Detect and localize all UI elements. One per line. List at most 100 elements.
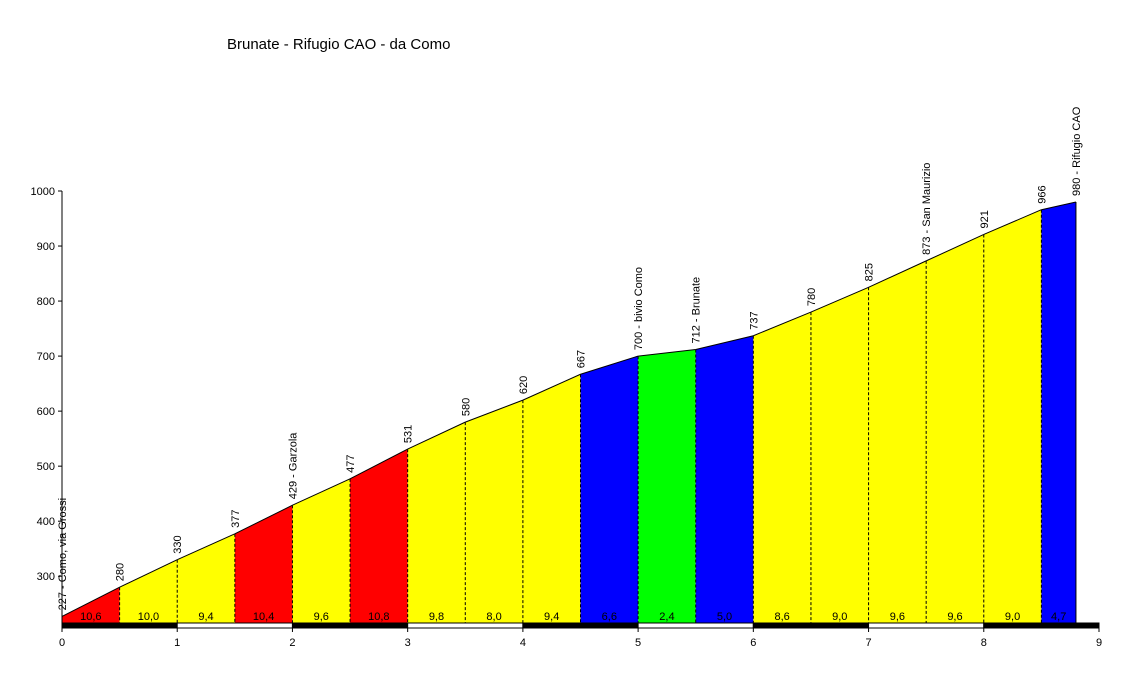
- point-label: 825: [864, 263, 876, 281]
- point-label: 531: [403, 425, 415, 443]
- y-tick-label: 500: [37, 461, 55, 473]
- point-label: 873 - San Maurizio: [921, 163, 933, 255]
- gradient-label: 9,0: [1005, 611, 1020, 623]
- x-tick-label: 3: [405, 637, 411, 649]
- segment: [580, 356, 639, 623]
- gradient-label: 6,6: [602, 611, 617, 623]
- point-label: 712 - Brunate: [691, 277, 703, 344]
- segment: [292, 478, 351, 623]
- km-stripe: [407, 622, 524, 629]
- y-tick-label: 900: [37, 241, 55, 253]
- segment: [1041, 202, 1076, 624]
- x-tick-label: 8: [981, 637, 987, 649]
- x-tick-label: 6: [750, 637, 756, 649]
- gradient-label: 10,4: [253, 611, 274, 623]
- profile-line: [349, 448, 408, 480]
- x-tick-label: 9: [1096, 637, 1102, 649]
- profile-line: [580, 355, 639, 375]
- segment: [695, 335, 754, 623]
- segment: [522, 374, 581, 623]
- segment: [119, 559, 178, 623]
- segment: [926, 234, 984, 623]
- profile-line: [638, 348, 696, 357]
- profile-line: [1041, 201, 1077, 211]
- y-tick-label: 300: [37, 571, 55, 583]
- gradient-label: 10,6: [80, 611, 101, 623]
- km-stripe: [752, 622, 870, 629]
- km-stripe: [61, 622, 178, 629]
- point-label: 780: [806, 288, 818, 306]
- segment: [465, 400, 523, 623]
- segment: [753, 312, 811, 623]
- point-label: 966: [1036, 185, 1048, 203]
- y-tick-label: 1000: [31, 186, 55, 198]
- point-label: 280: [115, 563, 127, 581]
- profile-line: [119, 559, 178, 588]
- point-label: 429 - Garzola: [287, 432, 299, 500]
- gradient-label: 9,6: [890, 611, 905, 623]
- profile-line: [465, 399, 524, 423]
- gradient-label: 5,0: [717, 611, 732, 623]
- profile-line: [234, 504, 293, 535]
- km-stripe: [522, 622, 639, 629]
- segment: [983, 209, 1042, 624]
- segment: [638, 349, 696, 623]
- point-label: 477: [345, 454, 357, 472]
- y-tick-label: 700: [37, 351, 55, 363]
- x-tick-label: 5: [635, 637, 641, 649]
- km-stripe: [176, 622, 293, 629]
- y-tick-label: 600: [37, 406, 55, 418]
- gradient-label: 9,6: [314, 611, 329, 623]
- point-label: 921: [979, 210, 991, 228]
- gradient-label: 2,4: [659, 611, 674, 623]
- profile-line: [407, 421, 466, 450]
- gradient-label: 9,4: [198, 611, 213, 623]
- profile-line: [983, 209, 1042, 235]
- point-label: 667: [576, 350, 588, 368]
- segment: [810, 287, 869, 623]
- point-label: 377: [230, 509, 242, 527]
- segment: [177, 533, 235, 623]
- point-label: 330: [172, 535, 184, 553]
- y-tick-label: 400: [37, 516, 55, 528]
- km-stripe: [983, 622, 1100, 629]
- point-label: 227 - Como, via Grossi: [57, 498, 69, 610]
- x-tick-label: 2: [289, 637, 295, 649]
- segment: [234, 505, 293, 623]
- gradient-label: 9,8: [429, 611, 444, 623]
- y-tick-label: 800: [37, 296, 55, 308]
- km-stripe: [291, 622, 409, 629]
- gradient-label: 9,4: [544, 611, 559, 623]
- gradient-label: 8,6: [774, 611, 789, 623]
- x-tick-label: 1: [174, 637, 180, 649]
- gradient-label: 8,0: [486, 611, 501, 623]
- gradient-label: 10,0: [138, 611, 159, 623]
- gradient-label: 10,8: [368, 611, 389, 623]
- km-stripe: [637, 622, 754, 629]
- profile-line: [695, 335, 754, 350]
- point-label: 700 - bivio Como: [633, 267, 645, 350]
- gradient-label: 4,7: [1051, 611, 1066, 623]
- point-label: 980 - Rifugio CAO: [1071, 106, 1083, 196]
- profile-line: [810, 286, 869, 313]
- profile-line: [522, 373, 581, 401]
- km-stripe: [868, 622, 985, 629]
- segment: [350, 449, 408, 623]
- segment: [62, 587, 120, 623]
- point-label: 580: [460, 398, 472, 416]
- profile-line: [868, 260, 927, 288]
- point-label: 620: [518, 376, 530, 394]
- x-tick-label: 7: [865, 637, 871, 649]
- profile-line: [925, 234, 984, 262]
- profile-line: [753, 311, 812, 337]
- segment: [868, 260, 927, 623]
- profile-line: [292, 478, 351, 506]
- x-tick-label: 4: [520, 637, 526, 649]
- gradient-label: 9,6: [947, 611, 962, 623]
- profile-line: [177, 533, 236, 561]
- segment: [407, 422, 466, 623]
- profile-line: [61, 586, 120, 617]
- point-label: 737: [748, 311, 760, 329]
- gradient-label: 9,0: [832, 611, 847, 623]
